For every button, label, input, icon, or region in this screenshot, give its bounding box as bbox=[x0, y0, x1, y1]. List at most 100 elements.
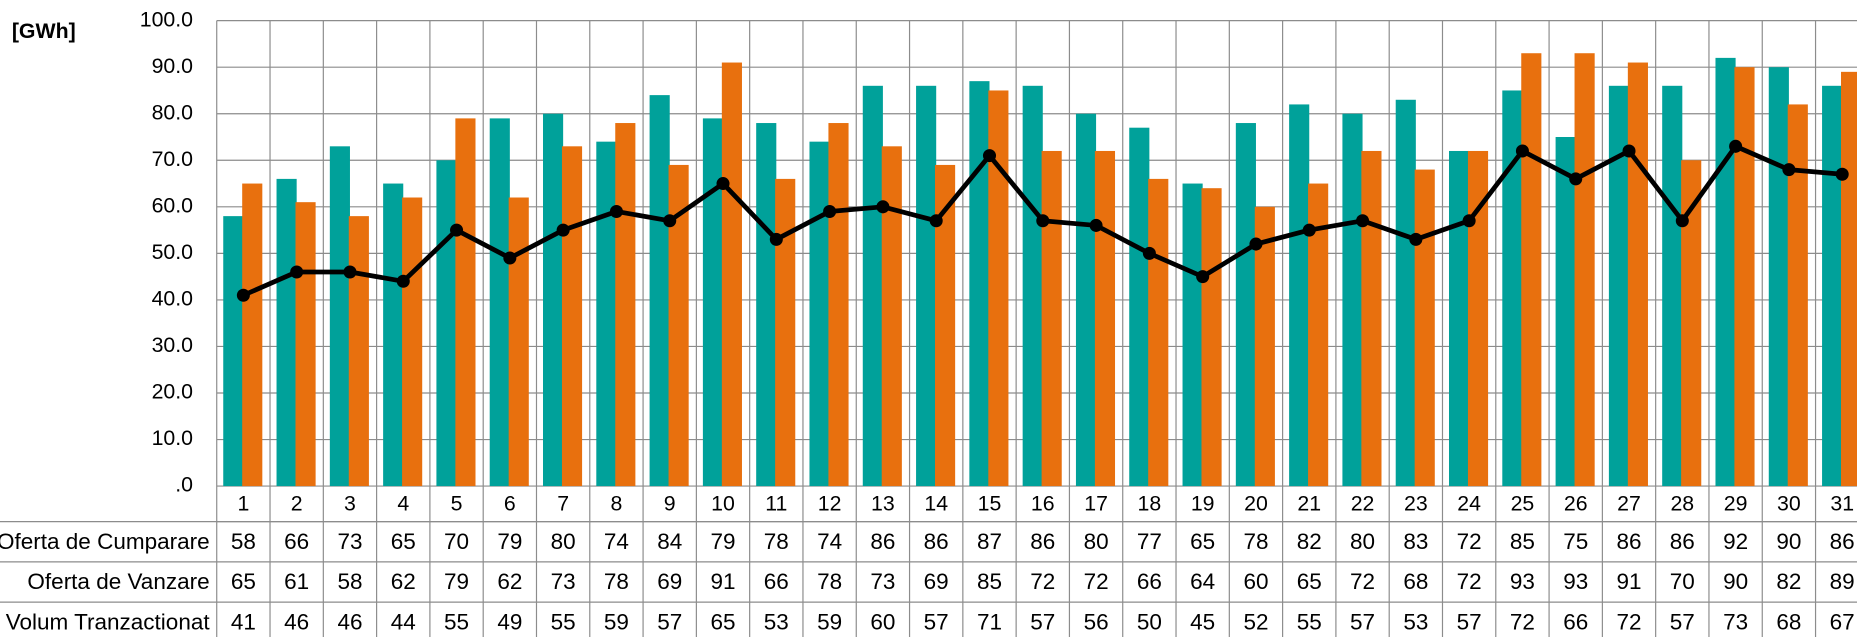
bar bbox=[1681, 160, 1702, 487]
table-cell: 73 bbox=[551, 569, 576, 594]
table-cell: 66 bbox=[1137, 569, 1162, 594]
y-tick-label: 60.0 bbox=[152, 193, 194, 217]
bar bbox=[1094, 150, 1116, 487]
table-cell: 75 bbox=[1563, 529, 1588, 554]
table-cell: 45 bbox=[1190, 609, 1215, 634]
line-point bbox=[876, 200, 890, 214]
line-point bbox=[982, 149, 997, 163]
bar bbox=[1841, 71, 1857, 487]
line-point bbox=[1782, 163, 1796, 177]
bar bbox=[1822, 85, 1843, 487]
line-point bbox=[1729, 139, 1743, 153]
table-cell: 69 bbox=[657, 569, 682, 594]
bar bbox=[1574, 53, 1595, 487]
line-point bbox=[663, 214, 677, 228]
table-cell: 68 bbox=[1403, 569, 1428, 594]
table-cell: 66 bbox=[1563, 609, 1588, 634]
table-cell: 93 bbox=[1510, 569, 1535, 594]
x-tick-label: 28 bbox=[1670, 492, 1694, 516]
bar bbox=[348, 216, 369, 487]
table-cell: 93 bbox=[1563, 569, 1588, 594]
x-tick-label: 25 bbox=[1511, 492, 1535, 516]
table-cell: 65 bbox=[1297, 569, 1322, 594]
bar bbox=[1715, 57, 1736, 487]
bar bbox=[862, 85, 883, 487]
x-tick-label: 20 bbox=[1244, 492, 1268, 516]
table-cell: 72 bbox=[1084, 569, 1109, 594]
table-cell: 73 bbox=[870, 569, 895, 594]
bar bbox=[1254, 206, 1275, 487]
x-tick-label: 10 bbox=[711, 492, 735, 516]
table-cell: 80 bbox=[1084, 529, 1109, 554]
line-point bbox=[450, 223, 464, 237]
x-tick-label: 14 bbox=[924, 492, 948, 516]
y-tick-label: 80.0 bbox=[152, 100, 194, 124]
bar bbox=[702, 118, 724, 487]
table-cell: 86 bbox=[1030, 529, 1055, 554]
bar bbox=[1022, 85, 1043, 487]
bar bbox=[775, 178, 796, 487]
table-cell: 72 bbox=[1350, 569, 1375, 594]
table-cell: 57 bbox=[924, 609, 949, 634]
bar bbox=[1662, 85, 1683, 487]
table-cell: 59 bbox=[817, 609, 842, 634]
bar bbox=[276, 178, 297, 487]
y-tick-label: 10.0 bbox=[152, 426, 194, 450]
table-cell: 57 bbox=[1350, 609, 1375, 634]
line-point bbox=[290, 265, 304, 279]
bar bbox=[1201, 188, 1222, 487]
table-cell: 72 bbox=[1510, 609, 1535, 634]
table-cell: 62 bbox=[497, 569, 522, 594]
line-point bbox=[556, 223, 570, 237]
bar bbox=[1041, 150, 1062, 487]
bar bbox=[1787, 104, 1808, 487]
bar bbox=[881, 146, 902, 487]
table-cell: 91 bbox=[711, 569, 736, 594]
table-cell: 71 bbox=[977, 609, 1002, 634]
table-cell: 57 bbox=[1030, 609, 1055, 634]
table-cell: 90 bbox=[1776, 529, 1801, 554]
bar bbox=[436, 160, 457, 487]
table-cell: 80 bbox=[551, 529, 576, 554]
bar bbox=[223, 216, 244, 487]
bar bbox=[1148, 178, 1169, 487]
line-point bbox=[1409, 232, 1423, 246]
table-cell: 77 bbox=[1137, 529, 1162, 554]
table-cell: 57 bbox=[1670, 609, 1695, 634]
y-tick-label: 30.0 bbox=[152, 333, 194, 357]
table-cell: 84 bbox=[657, 529, 682, 554]
table-cell: 59 bbox=[604, 609, 629, 634]
line-point bbox=[1569, 172, 1583, 186]
bar bbox=[1289, 104, 1310, 487]
table-row-label: Oferta de Vanzare bbox=[27, 569, 209, 594]
table-cell: 60 bbox=[870, 609, 895, 634]
table-cell: 78 bbox=[817, 569, 842, 594]
x-tick-label: 31 bbox=[1830, 492, 1854, 516]
line-point bbox=[1089, 218, 1103, 232]
table-cell: 55 bbox=[551, 609, 576, 634]
line-point bbox=[769, 232, 783, 246]
table-cell: 86 bbox=[870, 529, 895, 554]
bar bbox=[1467, 150, 1489, 487]
table-cell: 86 bbox=[1670, 529, 1695, 554]
bar bbox=[935, 164, 956, 487]
table-cell: 85 bbox=[1510, 529, 1535, 554]
table-cell: 46 bbox=[337, 609, 362, 634]
x-tick-label: 18 bbox=[1138, 492, 1162, 516]
table-cell: 87 bbox=[977, 529, 1002, 554]
table-cell: 60 bbox=[1243, 569, 1268, 594]
table-cell: 57 bbox=[657, 609, 682, 634]
line-point bbox=[396, 274, 410, 288]
line-point bbox=[1036, 214, 1050, 228]
table-cell: 66 bbox=[764, 569, 789, 594]
bar bbox=[1129, 127, 1150, 487]
bar bbox=[1502, 90, 1523, 487]
y-tick-label: 50.0 bbox=[152, 240, 194, 264]
bar bbox=[329, 146, 350, 487]
table-cell: 86 bbox=[1830, 529, 1855, 554]
table-cell: 65 bbox=[231, 569, 256, 594]
table-cell: 72 bbox=[1457, 529, 1482, 554]
bar bbox=[242, 183, 263, 487]
bar bbox=[596, 141, 617, 487]
bar bbox=[969, 81, 990, 487]
